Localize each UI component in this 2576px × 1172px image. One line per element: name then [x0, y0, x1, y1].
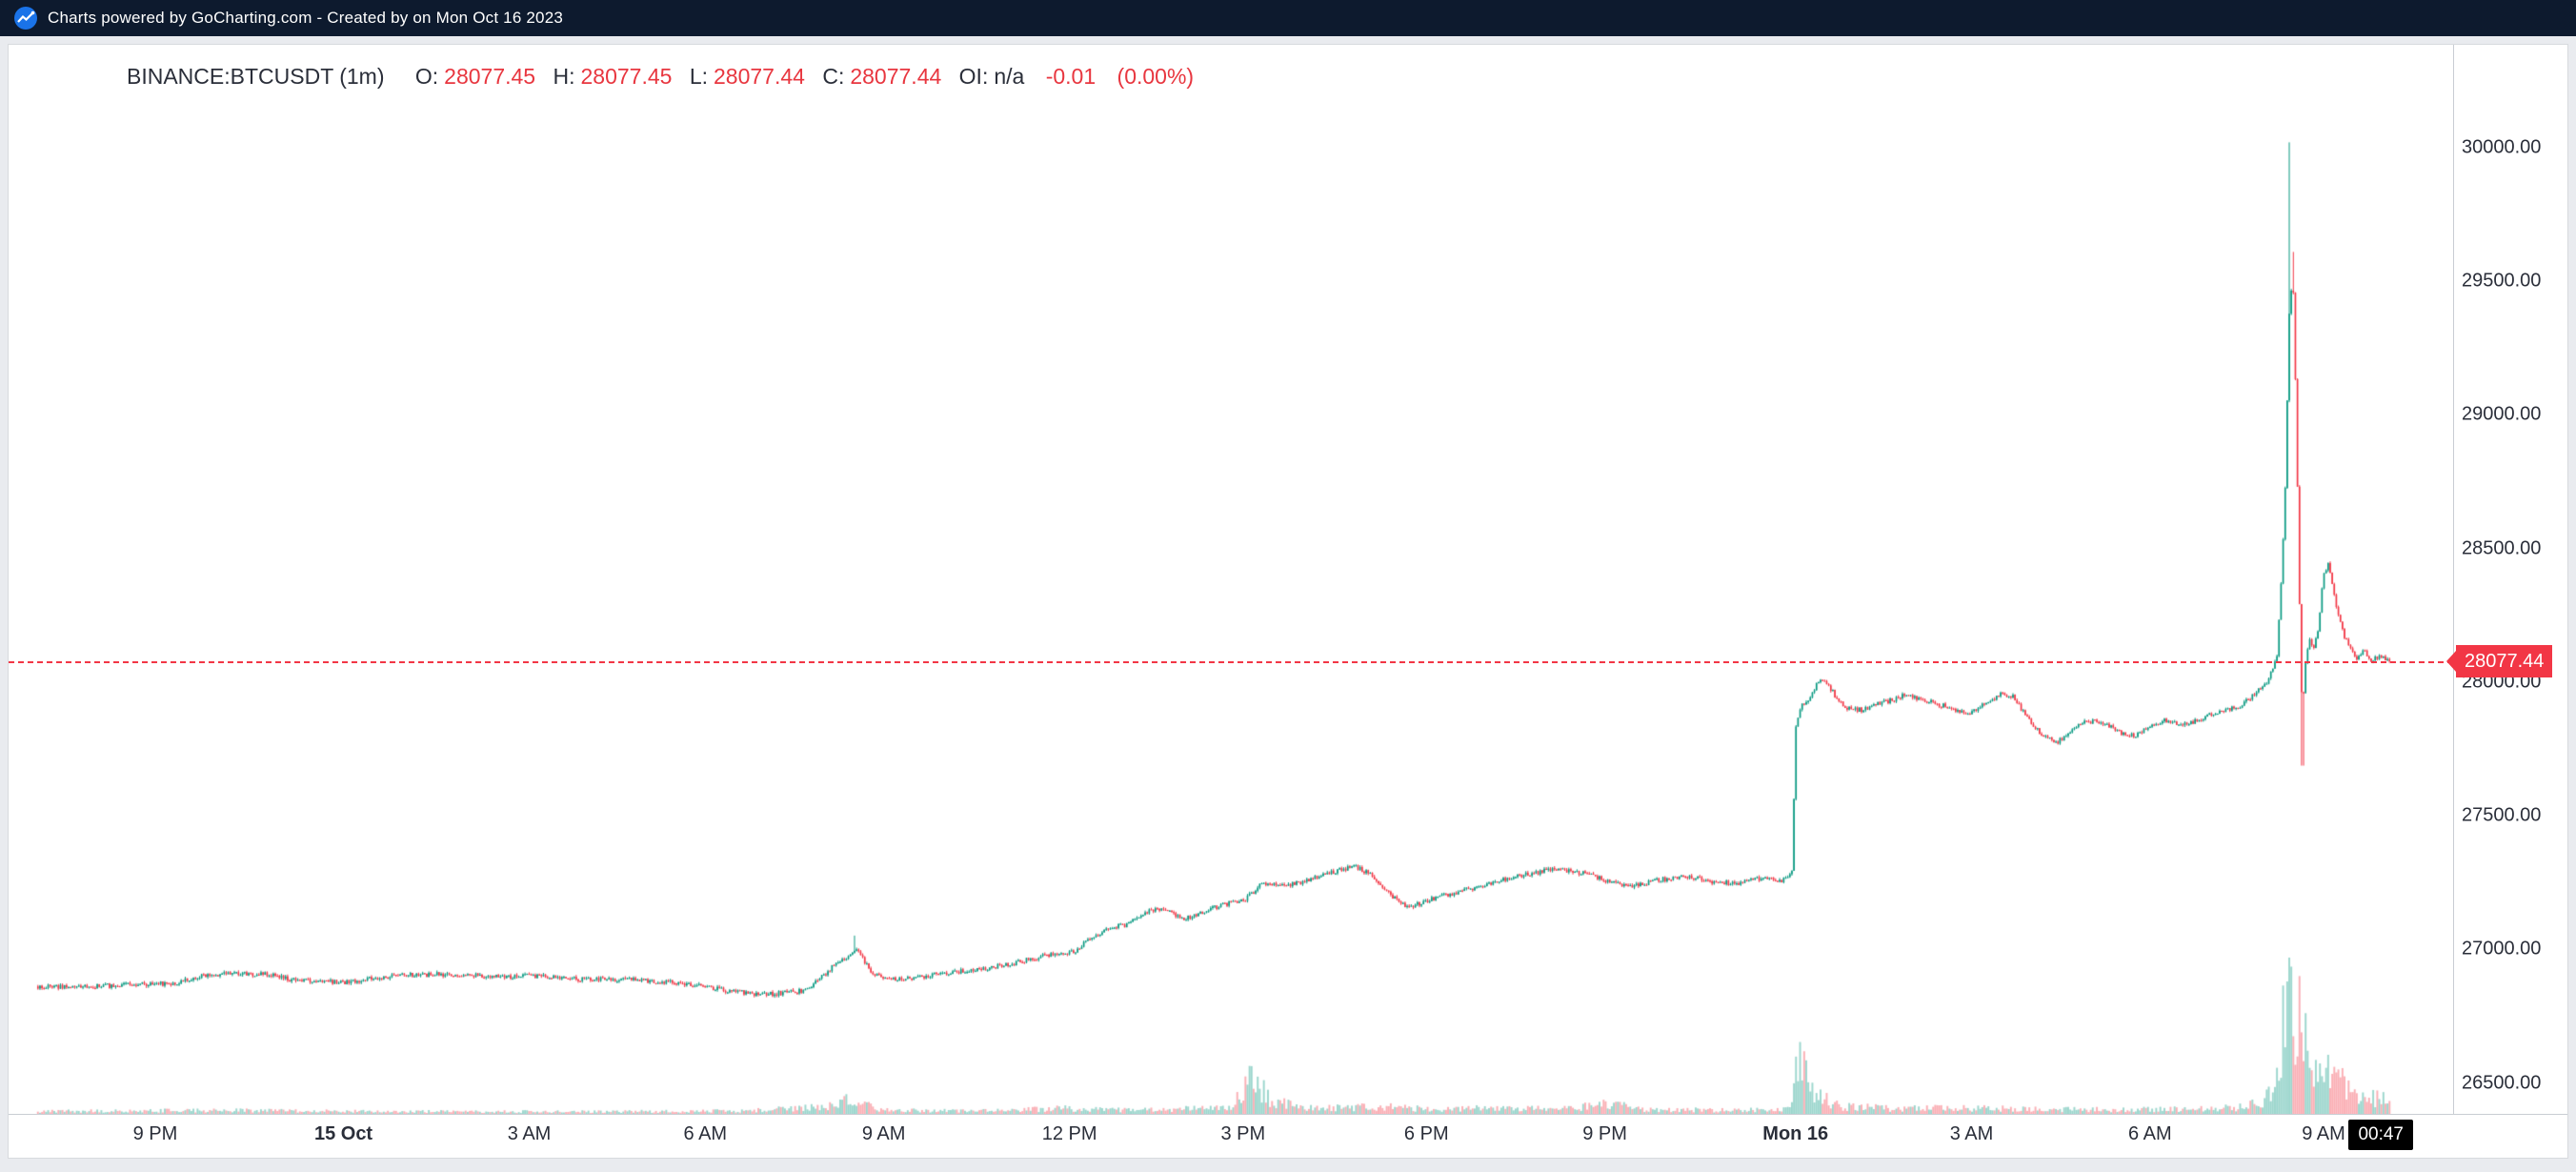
candlestick-canvas[interactable] — [9, 45, 2453, 1114]
price-tick-label: 27000.00 — [2462, 938, 2542, 960]
high-value: 28077.45 — [580, 64, 673, 89]
time-tick-label: 3 AM — [507, 1123, 552, 1144]
topbar: Charts powered by GoCharting.com - Creat… — [0, 0, 2576, 36]
change-value: -0.01 — [1045, 64, 1097, 89]
close-value: 28077.44 — [850, 64, 942, 89]
last-price-line — [9, 661, 2453, 664]
topbar-attribution: Charts powered by GoCharting.com - Creat… — [48, 9, 564, 27]
time-tick-label: 15 Oct — [313, 1123, 373, 1144]
oi-value: n/a — [994, 64, 1025, 89]
chart-panel: BINANCE:BTCUSDT (1m) O: 28077.45 H: 28077.… — [8, 44, 2568, 1159]
time-tick-label: 6 AM — [2128, 1123, 2172, 1144]
gocharting-logo-icon[interactable] — [13, 6, 38, 30]
price-tick-label: 30000.00 — [2462, 136, 2542, 158]
price-tick-label: 27500.00 — [2462, 804, 2542, 826]
price-tick-label: 28500.00 — [2462, 537, 2542, 559]
change-percent: (0.00%) — [1117, 64, 1195, 89]
open-value: 28077.45 — [444, 64, 536, 89]
time-axis[interactable]: 00:47 9 PM 15 Oct 3 AM 6 AM 9 AM 12 PM 3 PM 6 P… — [9, 1114, 2567, 1158]
price-tick-label: 29000.00 — [2462, 403, 2542, 425]
price-tick-label: 26500.00 — [2462, 1072, 2542, 1094]
close-label: C: — [822, 64, 845, 89]
symbol-title[interactable]: BINANCE:BTCUSDT (1m) — [127, 64, 385, 89]
time-tick-label: 9 AM — [2302, 1123, 2345, 1144]
price-axis[interactable]: 28077.44 30000.00 29500.00 29000.00 28500.0… — [2453, 45, 2567, 1114]
time-tick-label: 3 AM — [1949, 1123, 1994, 1144]
time-tick-label: 9 PM — [132, 1123, 178, 1144]
price-tick-label: 29500.00 — [2462, 270, 2542, 292]
time-tick-label: 3 PM — [1220, 1123, 1266, 1144]
last-price-text: 28077.44 — [2465, 651, 2545, 673]
time-tick-label: Mon 16 — [1762, 1123, 1829, 1144]
last-price-label: 28077.44 — [2456, 645, 2553, 678]
low-label: L: — [689, 64, 709, 89]
price-chart-area[interactable]: BINANCE:BTCUSDT (1m) O: 28077.45 H: 28077.… — [9, 45, 2453, 1114]
oi-label: OI: — [958, 64, 989, 89]
open-label: O: — [414, 64, 439, 89]
time-tick-label: 6 PM — [1403, 1123, 1449, 1144]
time-tick-label: 12 PM — [1041, 1123, 1097, 1144]
time-tick-label: 6 AM — [683, 1123, 728, 1144]
high-label: H: — [553, 64, 575, 89]
time-tick-label: 9 AM — [861, 1123, 906, 1144]
time-tick-label: 9 PM — [1582, 1123, 1627, 1144]
low-value: 28077.44 — [714, 64, 805, 89]
candle-countdown: 00:47 — [2348, 1120, 2413, 1150]
symbol-header: BINANCE:BTCUSDT (1m) O: 28077.45 H: 28077.… — [127, 64, 1194, 90]
